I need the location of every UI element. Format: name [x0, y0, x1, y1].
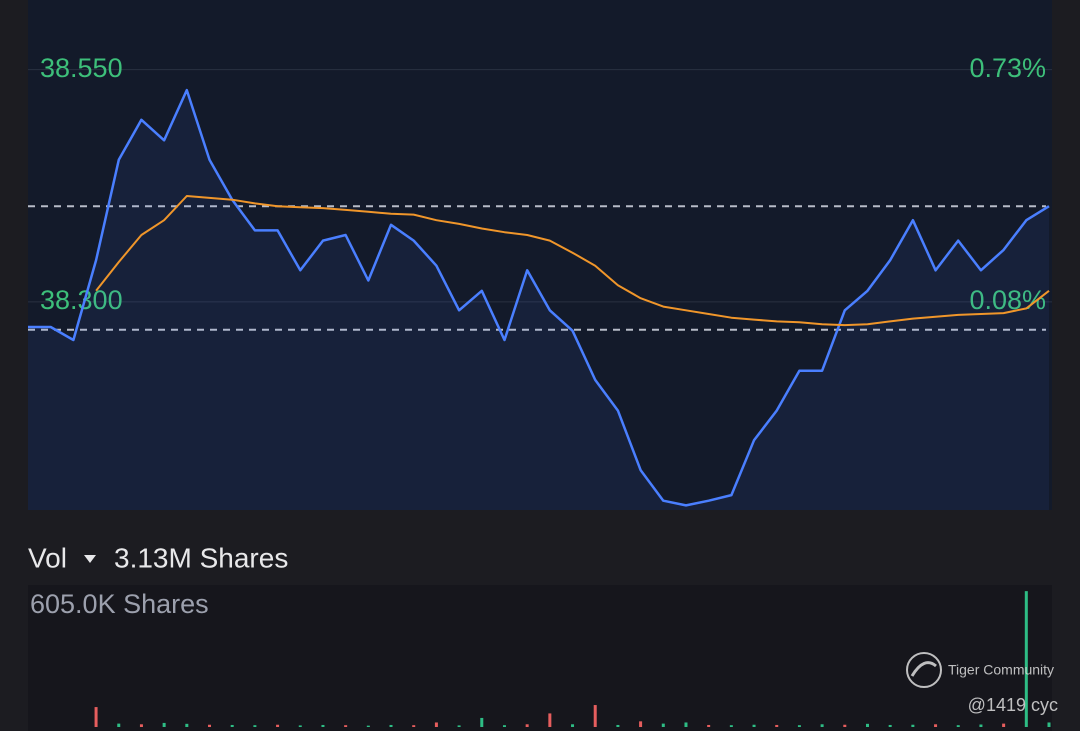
volume-bar — [94, 707, 98, 727]
volume-bar — [820, 724, 824, 727]
watermark-logo-stripe — [910, 661, 937, 677]
volume-bar — [185, 723, 189, 727]
volume-bar — [162, 722, 166, 727]
volume-bar — [729, 725, 733, 727]
volume-bar — [117, 723, 121, 727]
y2-tick-label: 0.73% — [969, 53, 1046, 83]
volume-bar — [752, 724, 756, 727]
dropdown-arrow[interactable] — [84, 555, 96, 563]
watermark: Tiger Community @1419 cyc — [906, 652, 1058, 715]
volume-bar — [1024, 591, 1028, 727]
volume-bar — [684, 722, 688, 727]
volume-bar — [208, 724, 212, 727]
volume-bar — [366, 725, 370, 727]
y-tick-label: 605.0K Shares — [30, 589, 209, 619]
volume-bar — [457, 725, 461, 727]
volume-bar — [525, 724, 529, 727]
volume-bar — [1047, 722, 1051, 727]
volume-bar — [230, 724, 234, 727]
volume-bar — [412, 725, 416, 727]
watermark-user: @1419 cyc — [968, 695, 1058, 715]
watermark-logo — [906, 652, 942, 688]
price-area — [28, 90, 1049, 510]
volume-bar — [956, 725, 960, 727]
volume-bar — [797, 725, 801, 727]
volume-pane — [28, 585, 1052, 731]
volume-chart: 605.0K Shares — [30, 589, 1051, 727]
price-pane — [28, 0, 1052, 510]
average-line — [95, 195, 1050, 327]
volume-bar — [480, 717, 484, 727]
volume-bar — [616, 724, 620, 727]
volume-bar — [571, 724, 575, 727]
volume-title[interactable]: Vol — [28, 542, 67, 573]
volume-bar — [502, 725, 506, 727]
volume-bar — [775, 724, 779, 727]
volume-bar — [321, 724, 325, 727]
volume-bar — [865, 723, 869, 727]
volume-bar — [639, 721, 643, 727]
volume-bar — [911, 724, 915, 727]
volume-total: 3.13M Shares — [114, 542, 288, 573]
volume-bar — [593, 705, 597, 727]
volume-bar — [276, 724, 280, 727]
price-line — [28, 88, 1050, 507]
volume-bar — [434, 722, 438, 727]
volume-bar — [661, 723, 665, 727]
volume-bar — [253, 725, 257, 727]
y-tick-label: 38.550 — [40, 53, 123, 83]
volume-bar — [1002, 723, 1006, 727]
volume-bar — [389, 724, 393, 727]
volume-bar — [934, 724, 938, 727]
volume-bar — [139, 724, 143, 727]
volume-bar — [843, 724, 847, 727]
volume-bar — [344, 725, 348, 727]
y2-tick-label: 0.08% — [969, 285, 1046, 315]
volume-bar — [707, 724, 711, 727]
volume-bar — [979, 724, 983, 727]
volume-bar — [298, 725, 302, 727]
watermark-brand: Tiger Community — [948, 662, 1054, 678]
volume-bar — [888, 724, 892, 727]
volume-bar — [548, 713, 552, 727]
